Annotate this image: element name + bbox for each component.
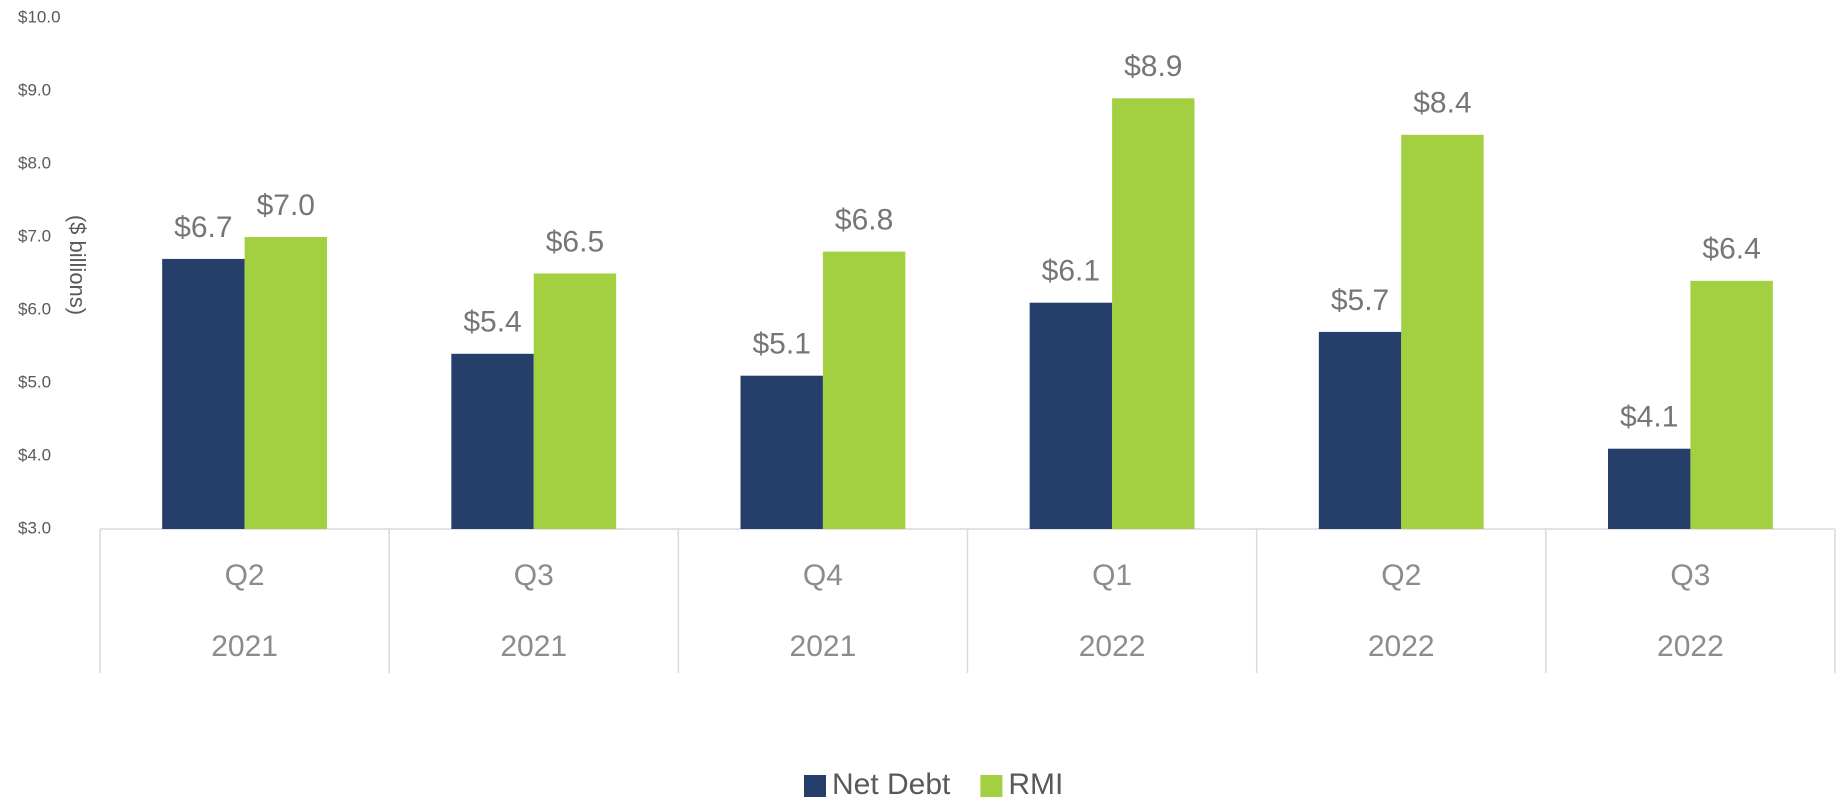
bar <box>1318 331 1402 529</box>
data-label: $6.5 <box>546 225 604 258</box>
x-tick-label: Q1 <box>1092 559 1132 592</box>
x-tick-label: Q2 <box>225 559 265 592</box>
data-label: $7.0 <box>257 189 315 222</box>
data-label: $6.7 <box>174 211 232 244</box>
data-label: $8.4 <box>1413 87 1471 120</box>
data-label: $8.9 <box>1124 50 1182 83</box>
y-tick-label: $4.0 <box>18 445 51 464</box>
data-label: $4.1 <box>1620 401 1678 434</box>
legend-label: RMI <box>1008 768 1063 800</box>
legend-label: Net Debt <box>832 768 951 800</box>
y-tick-label: $8.0 <box>18 153 51 172</box>
data-label: $6.4 <box>1702 233 1760 266</box>
x-group-label: 2021 <box>790 630 857 663</box>
bar <box>1029 302 1113 529</box>
data-label: $6.8 <box>835 204 893 237</box>
legend-swatch <box>804 775 826 797</box>
bar <box>162 258 245 529</box>
bar <box>1401 134 1484 530</box>
y-tick-label: $5.0 <box>18 372 51 391</box>
x-group-label: 2022 <box>1079 630 1146 663</box>
y-axis-label: ($ billions) <box>65 215 90 315</box>
data-label: $6.1 <box>1042 255 1100 288</box>
data-label: $5.1 <box>753 328 811 361</box>
x-group-label: 2021 <box>500 630 567 663</box>
bar <box>1690 280 1773 529</box>
bar <box>244 237 327 529</box>
x-tick-label: Q3 <box>1670 559 1710 592</box>
x-tick-label: Q3 <box>514 559 554 592</box>
x-tick-label: Q4 <box>803 559 843 592</box>
data-label: $5.7 <box>1331 284 1389 317</box>
y-tick-label: $7.0 <box>18 226 51 245</box>
x-group-label: 2022 <box>1657 630 1724 663</box>
y-tick-label: $6.0 <box>18 299 51 318</box>
x-tick-label: Q2 <box>1381 559 1421 592</box>
data-label: $5.4 <box>463 306 521 339</box>
bar <box>451 353 534 529</box>
bar <box>822 251 906 529</box>
legend-swatch <box>980 775 1003 797</box>
bar <box>1608 448 1691 529</box>
bar <box>1112 98 1195 530</box>
y-tick-label: $3.0 <box>18 518 51 537</box>
bar <box>533 273 617 529</box>
x-group-label: 2022 <box>1368 630 1435 663</box>
x-group-label: 2021 <box>211 630 278 663</box>
y-tick-label: $10.0 <box>18 7 61 26</box>
bar <box>740 375 823 529</box>
y-tick-label: $9.0 <box>18 80 51 99</box>
